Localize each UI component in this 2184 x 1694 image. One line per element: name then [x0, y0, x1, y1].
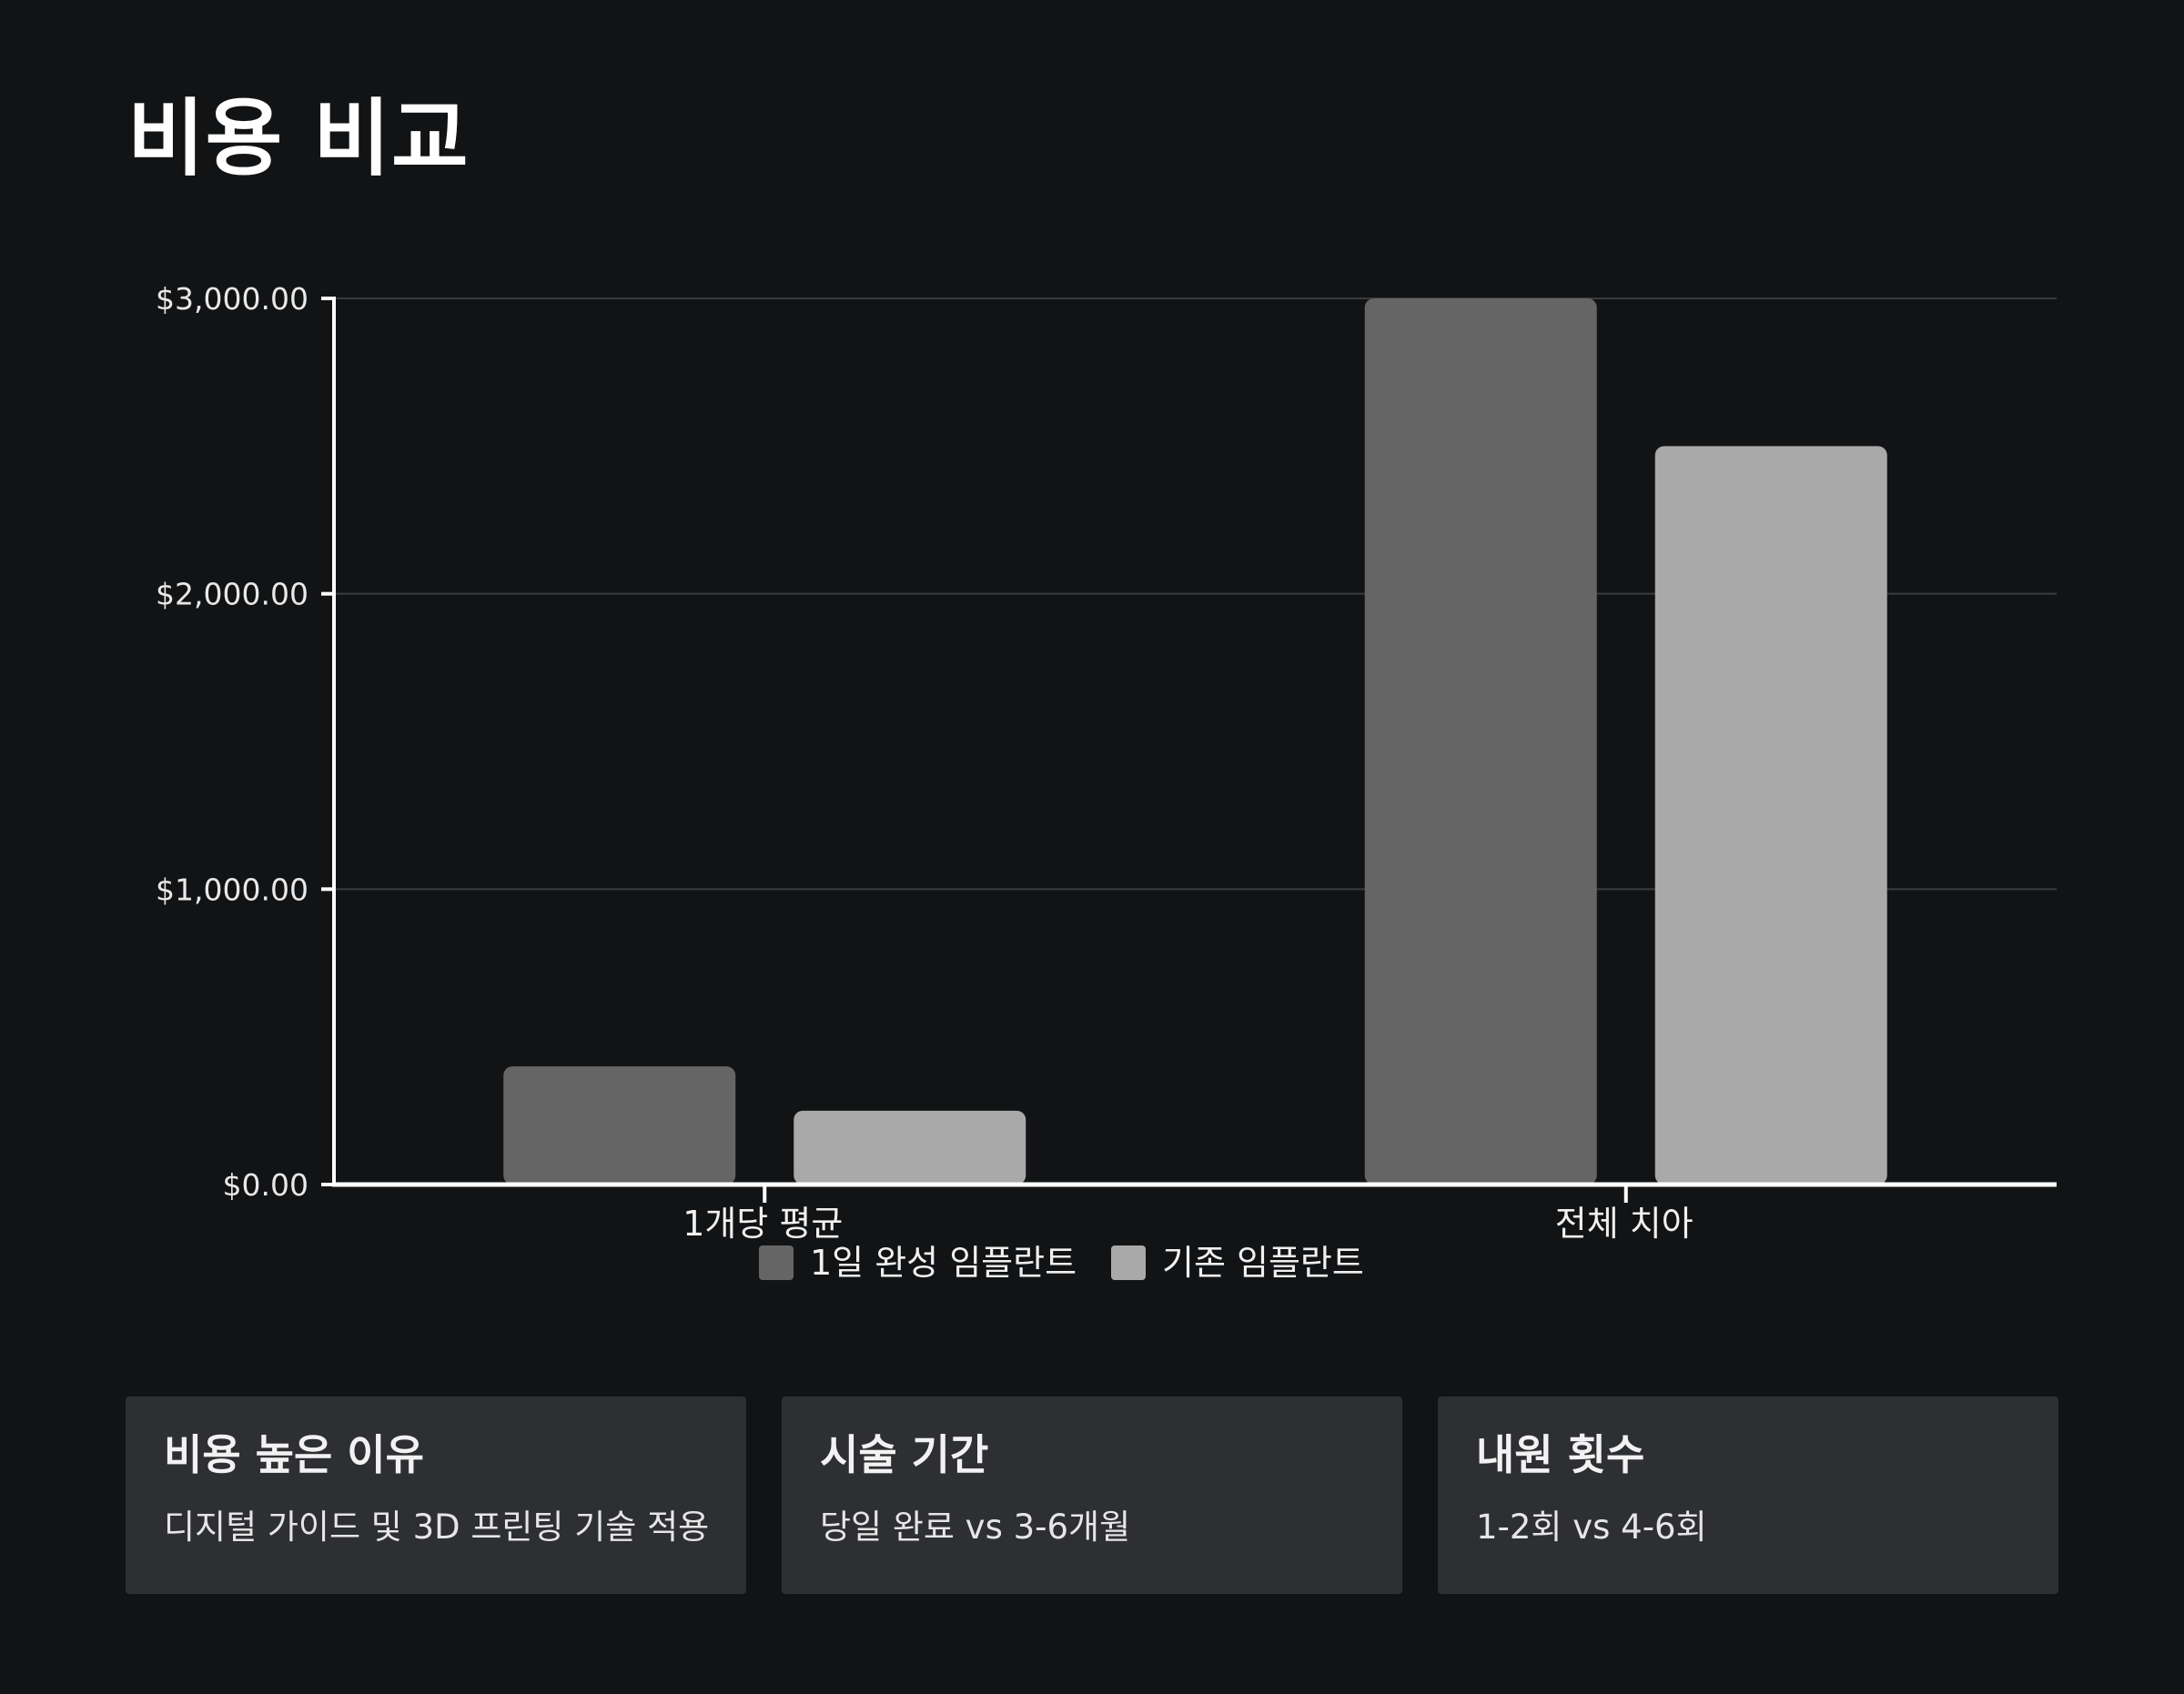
x-tick-labels: 1개당 평균 전체 치아	[682, 1204, 1694, 1244]
card-title: 내원 횟수	[1476, 1430, 1645, 1479]
card-text: 디지털 가이드 및 3D 프린팅 기술 적용	[164, 1507, 710, 1547]
legend-swatch	[1111, 1245, 1146, 1280]
card-text: 당일 완료 vs 3-6개월	[820, 1507, 1131, 1547]
info-card-duration: 시술 기간 당일 완료 vs 3-6개월	[782, 1397, 1402, 1594]
legend-label: 기존 임플란트	[1162, 1243, 1364, 1283]
bar-1-1	[503, 1066, 736, 1185]
y-tick-label: $1,000.00	[156, 872, 308, 907]
x-tick-label: 1개당 평균	[682, 1204, 843, 1244]
info-card-visits: 내원 횟수 1-2회 vs 4-6회	[1438, 1397, 2058, 1594]
y-tick-label: $2,000.00	[156, 577, 308, 612]
info-card-cost-reason: 비용 높은 이유 디지털 가이드 및 3D 프린팅 기술 적용	[126, 1397, 746, 1594]
legend-label: 1일 완성 임플란트	[810, 1243, 1077, 1283]
card-text: 1-2회 vs 4-6회	[1476, 1507, 1707, 1547]
card-title: 시술 기간	[820, 1430, 989, 1479]
bar-1-2	[1364, 298, 1597, 1185]
x-tick-label: 전체 치아	[1555, 1204, 1694, 1244]
y-tick-label: $3,000.00	[156, 281, 308, 317]
page-title: 비용 비교	[127, 90, 470, 187]
legend-item: 1일 완성 임플란트	[759, 1243, 1077, 1283]
bar-2-1	[794, 1110, 1026, 1185]
card-title: 비용 높은 이유	[164, 1430, 424, 1479]
bar-2-2	[1654, 446, 1887, 1185]
y-tick-labels: $0.00 $1,000.00 $2,000.00 $3,000.00	[156, 281, 308, 1203]
axes	[321, 297, 2057, 1203]
legend-swatch	[759, 1245, 794, 1280]
bars	[503, 298, 1887, 1185]
legend: 1일 완성 임플란트 기존 임플란트	[759, 1243, 1364, 1283]
bar-chart: $0.00 $1,000.00 $2,000.00 $3,000.00 1개당 평균 전…	[156, 281, 2057, 1283]
legend-item: 기존 임플란트	[1111, 1243, 1364, 1283]
y-tick-label: $0.00	[223, 1167, 308, 1203]
